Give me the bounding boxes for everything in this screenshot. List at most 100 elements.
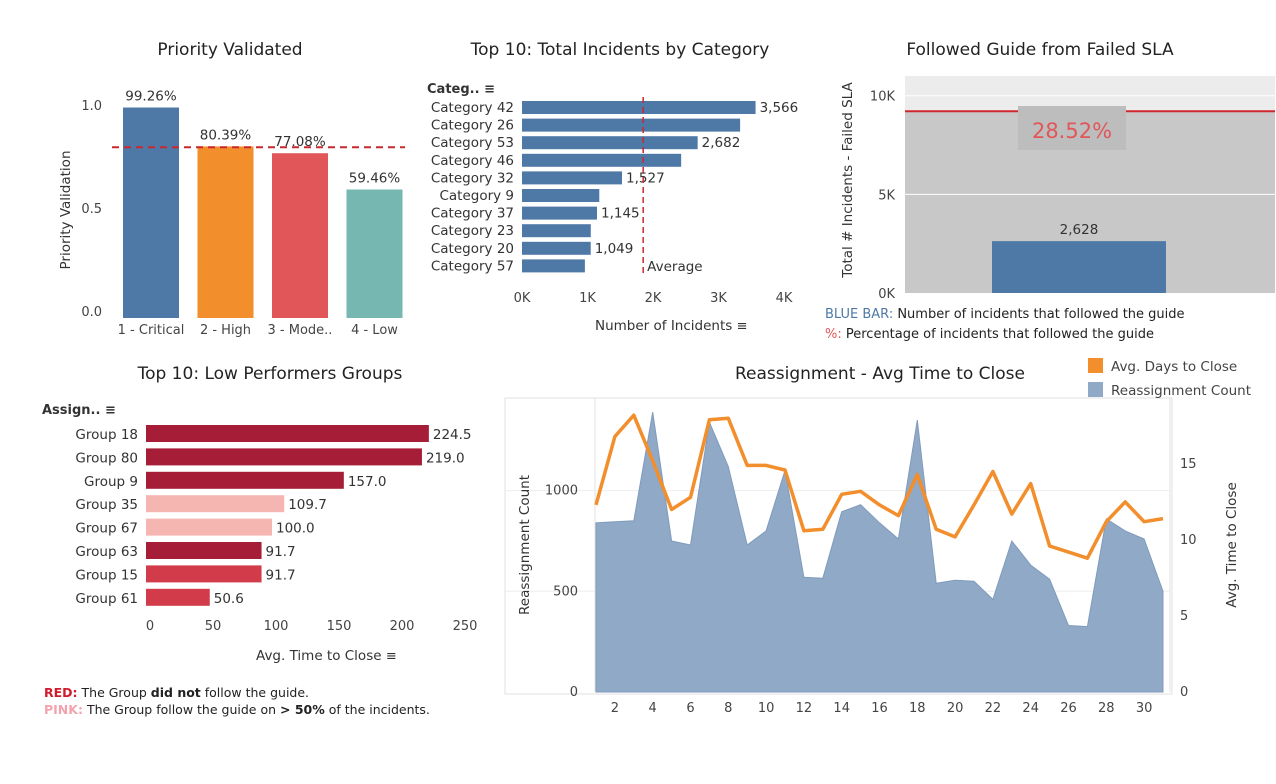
category-header[interactable]: Categ.. ≡ [427,82,495,97]
legend-item-avg-days[interactable]: Avg. Days to Close [1088,355,1251,379]
x-tick-label: 8 [724,701,732,716]
sort-icon[interactable]: ≡ [104,403,116,418]
bar [272,153,328,318]
data-label: 224.5 [433,427,472,443]
category-label: Category 53 [431,135,514,151]
bar [522,241,591,255]
x-tick-label: 250 [453,619,478,634]
data-label: 50.6 [214,591,244,607]
bar [522,153,682,167]
group-label: Group 15 [75,567,138,583]
sla-note-blue-key: BLUE BAR: [825,307,894,322]
category-label: Category 9 [439,188,514,204]
x-tick-label: 16 [871,701,888,716]
data-label: 59.46% [349,171,401,187]
x-tick-label: 4 - Low [351,323,398,338]
bar [522,136,698,150]
y-tick-label: 10K [870,90,896,105]
sort-icon[interactable]: ≡ [736,319,748,334]
priority-chart: 0.0 0.5 1.0 Priority Validation 99.26% 1 - Cr… [58,89,405,338]
priority-chart-title: Priority Validated [157,40,303,60]
data-label: 77.08% [274,134,326,150]
groups-chart-title: Top 10: Low Performers Groups [137,364,403,384]
bar [146,425,429,442]
sla-note-blue: BLUE BAR: Number of incidents that follo… [825,305,1185,325]
y-tick-label: 0.0 [81,305,102,320]
data-label: 1,527 [626,170,665,186]
legend-item-reassign-count[interactable]: Reassignment Count [1088,379,1251,403]
y-tick-label: 0K [878,287,895,300]
bar [146,495,285,513]
legend-label-reassign-count: Reassignment Count [1111,383,1251,399]
groups-xlabel: Avg. Time to Close ≡ [256,648,397,664]
x-tick-label: 14 [833,701,850,716]
bar [522,101,756,114]
x-tick-label: 10 [758,701,775,716]
data-label: 1,049 [595,241,634,257]
legend-swatch-orange [1088,358,1103,373]
x-tick-label: 1 - Critical [118,323,185,338]
y-tick-label: 0.5 [81,202,102,217]
groups-note-pink-bold: > 50% [280,702,325,717]
x-tick-label: 4 [649,701,657,716]
bar [346,189,403,318]
x-tick-label: 24 [1022,701,1039,716]
x-tick-label: 30 [1136,701,1153,716]
group-label: Group 9 [84,474,138,490]
sla-note-pct-key: %: [825,327,842,342]
legend-swatch-blue [1088,382,1103,397]
groups-header-label: Assign.. [42,403,101,418]
category-chart-title: Top 10: Total Incidents by Category [470,40,770,60]
percent-box [1018,106,1126,150]
data-label: 2,628 [1060,222,1099,238]
data-label: 91.7 [266,567,296,583]
x-tick-label: 2 [611,701,619,716]
x-tick-label: 200 [390,619,415,634]
bar [522,189,600,202]
category-label: Category 20 [431,241,514,257]
bar [146,542,262,559]
y-left-tick-label: 0 [570,685,578,700]
reassign-chart-title: Reassignment - Avg Time to Close [734,364,1025,384]
y-left-axis-label: Reassignment Count [517,475,533,615]
bar [146,588,210,606]
bar [522,171,623,185]
x-tick-label: 20 [947,701,964,716]
area-reassignment-count [595,412,1164,693]
x-tick-label: 100 [264,619,289,634]
category-label: Category 26 [431,118,514,134]
data-label: 1,145 [601,206,640,222]
y-axis-label: Total # Incidents - Failed SLA [840,82,856,279]
sla-legend-note: BLUE BAR: Number of incidents that follo… [825,305,1185,345]
sort-icon[interactable]: ≡ [385,649,397,664]
bar [522,118,741,132]
groups-note-red-bold: did not [150,685,201,700]
sla-chart-title: Followed Guide from Failed SLA [906,40,1174,60]
group-label: Group 18 [75,427,138,443]
y-axis-label: Priority Validation [58,150,74,269]
y-right-tick-label: 15 [1180,457,1197,472]
reassign-legend: Avg. Days to Close Reassignment Count [1088,355,1251,403]
sla-note-pct: %: Percentage of incidents that followed… [825,325,1185,345]
x-tick-label: 28 [1098,701,1115,716]
data-label: 99.26% [125,89,177,105]
sort-icon[interactable]: ≡ [484,82,495,97]
category-label: Category 42 [431,100,514,116]
y-left-tick-label: 1000 [545,484,578,499]
line-avg-days [594,413,1164,560]
data-label: 109.7 [288,497,327,513]
sla-note-blue-text: Number of incidents that followed the gu… [893,307,1185,322]
x-tick-label: 1K [579,291,596,306]
x-tick-label: 50 [205,619,222,634]
group-label: Group 67 [75,521,138,537]
y-tick-label: 1.0 [81,99,102,114]
data-label: 80.39% [200,127,252,143]
category-label: Category 37 [431,206,514,222]
x-tick-label: 3 - Mode.. [268,323,333,338]
x-tick-label: 0 [146,619,154,634]
group-label: Group 63 [75,544,138,560]
groups-header[interactable]: Assign.. ≡ [42,403,116,418]
bar [146,471,344,489]
